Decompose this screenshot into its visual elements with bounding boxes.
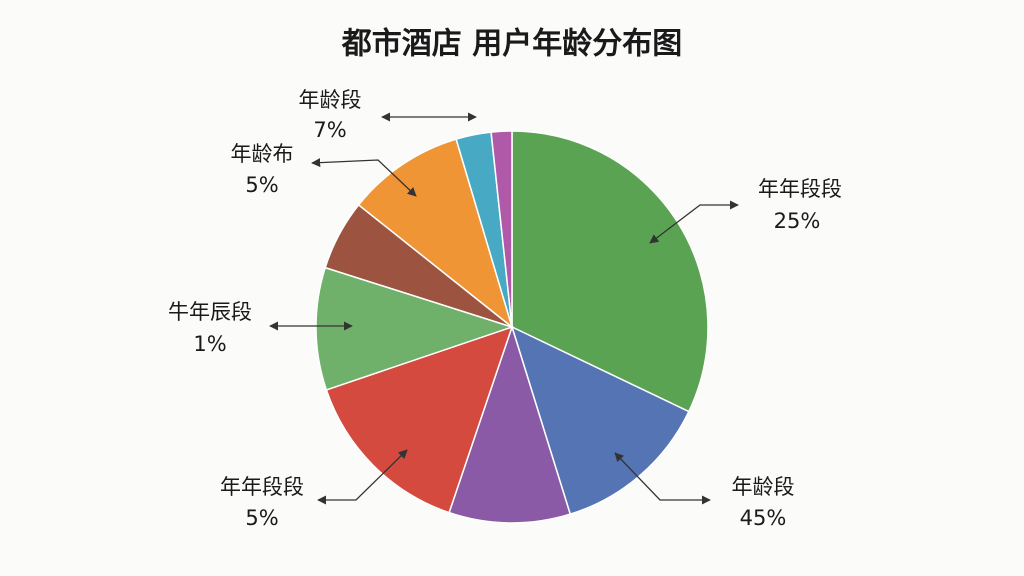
annotation-label: 年龄布 [231, 142, 294, 166]
annotation-value: 25% [774, 209, 821, 233]
annotation-arrow [649, 200, 739, 244]
annotation-value: 45% [740, 506, 787, 530]
annotation-label: 牛年辰段 [168, 300, 252, 324]
pie-slice [490, 130, 513, 328]
annotation-value: 5% [245, 506, 278, 530]
annotation-label: 年龄段 [299, 88, 362, 112]
chart-title: 都市酒店 用户年龄分布图 [341, 27, 682, 62]
annotation-label: 年龄段 [732, 475, 795, 499]
annotation-arrow [311, 158, 417, 197]
annotation-arrow [614, 452, 711, 505]
annotation-value: 5% [245, 173, 278, 197]
annotation-value: 7% [313, 118, 346, 142]
annotation-label: 年年段段 [220, 475, 304, 499]
pie-slice [448, 324, 572, 524]
annotation-value: 1% [193, 332, 226, 356]
annotation-label: 年年段段 [758, 177, 842, 201]
annotation-arrow [317, 449, 408, 505]
